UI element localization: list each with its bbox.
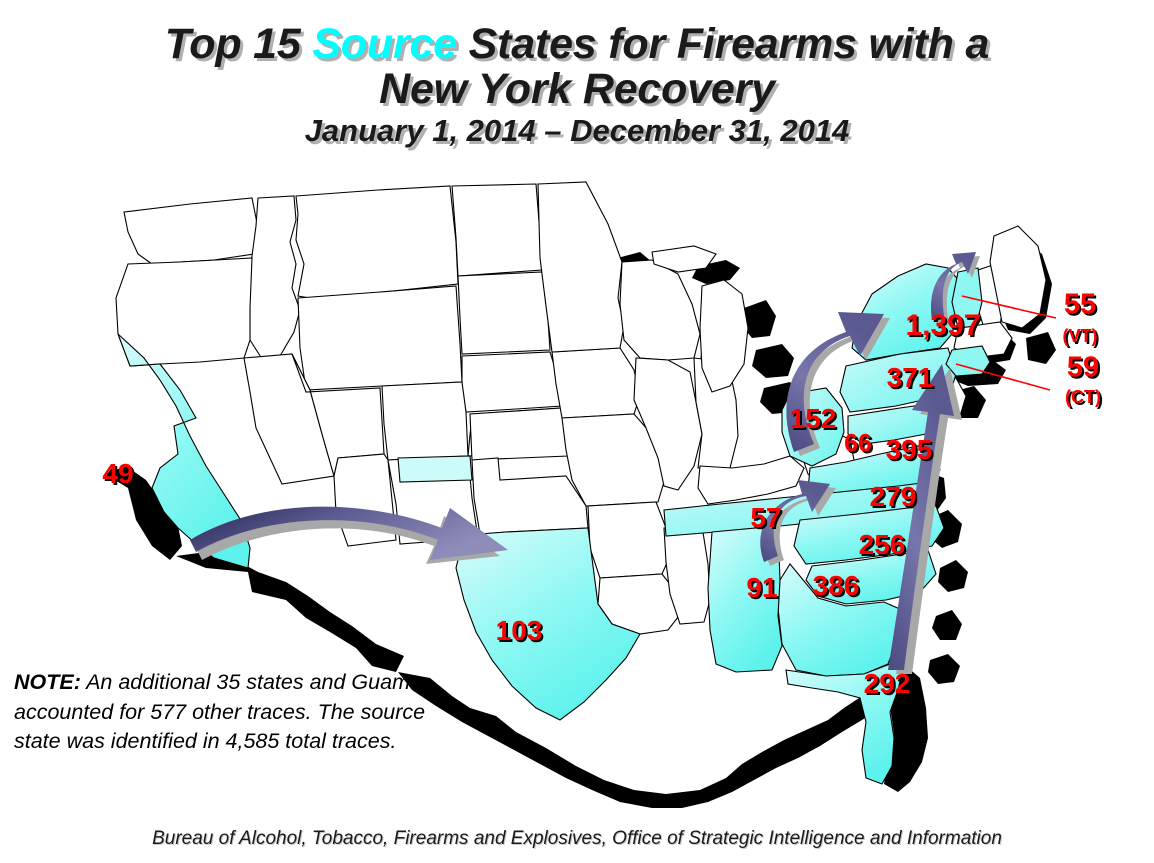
state-OR (115, 257, 253, 367)
state-WA (123, 197, 259, 265)
state-ME (989, 225, 1047, 329)
state-value-VA: 395 (885, 434, 933, 465)
state-value-SC: 256 (858, 529, 906, 560)
state-KS2 (469, 407, 569, 461)
state-TX[interactable] (455, 527, 641, 721)
state-value-VT: 55 (1063, 288, 1097, 321)
state-CT[interactable] (945, 345, 991, 377)
map-svg (105, 181, 1057, 808)
page-title-line1: Top 15 Source States for Firearms with a (0, 22, 1154, 67)
title-highlight-source: Source (312, 20, 457, 68)
note-block: NOTE: An additional 35 states and Guam a… (14, 668, 444, 757)
state-value-AL: 91 (746, 572, 778, 603)
tennessee-to-virginia-arrow (760, 480, 830, 562)
state-CO (381, 381, 469, 461)
west-to-east-arrow-shadow (196, 513, 500, 564)
southeast-to-northeast-arrow (888, 364, 954, 670)
title-text-before: Top 15 (164, 20, 313, 68)
state-NE (461, 351, 563, 413)
upstate-ny-arrow-shadow (935, 256, 980, 324)
callout-lines-layer (955, 295, 1057, 391)
state-value-NY: 1,397 (905, 309, 981, 342)
note-text: An additional 35 states and Guam account… (14, 670, 426, 754)
state-AR (587, 501, 671, 579)
state-IA (551, 347, 641, 419)
page-title-line2: New York Recovery (379, 64, 775, 113)
state-MI (699, 279, 749, 393)
ohio-to-newyork-arrow-shadow (792, 316, 890, 456)
state-MN (537, 181, 625, 353)
state-value-TN: 57 (750, 502, 782, 533)
callout-abbr-ct: (CT) (1065, 387, 1101, 407)
note-label: NOTE: (14, 670, 81, 694)
us-choropleth-map (0, 168, 1154, 808)
state-WI (619, 259, 701, 361)
title-block: Top 15 Source States for Firearms with a… (0, 22, 1154, 148)
state-FL[interactable] (785, 663, 903, 785)
callout-line-ct (955, 363, 1051, 391)
state-value-MD: 66 (844, 429, 872, 458)
non-source-states-layer (115, 181, 1047, 635)
state-value-PA: 371 (886, 362, 934, 393)
state-value-CA: 49 (102, 458, 134, 489)
source-states-layer (117, 263, 991, 785)
state-MS (663, 525, 711, 625)
upstate-ny-arrow (931, 252, 976, 320)
callout-line-vt (961, 295, 1057, 319)
callout-abbr-vt: (VT) (1062, 326, 1098, 346)
page-subtitle-daterange: January 1, 2014 – December 31, 2014 (304, 113, 850, 149)
west-to-east-arrow (190, 506, 508, 560)
state-value-GA: 386 (812, 570, 860, 601)
title-text-after: States for Firearms with a (456, 20, 990, 68)
flow-arrows-layer (190, 252, 980, 674)
state-OK-panhandle[interactable] (397, 455, 473, 483)
state-VT[interactable] (951, 267, 983, 329)
footer-attribution: Bureau of Alcohol, Tobacco, Firearms and… (152, 828, 1002, 849)
state-IL (633, 357, 703, 491)
state-value-NC: 279 (869, 481, 917, 512)
state-value-OH: 152 (789, 403, 837, 434)
state-value-CT: 59 (1066, 351, 1100, 384)
tennessee-to-virginia-arrow-shadow (766, 484, 836, 566)
state-value-FL: 292 (863, 668, 911, 699)
state-MI-UP (651, 245, 717, 273)
state-KY (697, 455, 805, 505)
state-ND (451, 183, 543, 277)
state-SD (457, 271, 551, 355)
state-OK (471, 457, 589, 535)
state-NC[interactable] (793, 505, 945, 565)
state-MO (561, 413, 665, 507)
ohio-to-newyork-arrow (786, 312, 884, 452)
state-value-TX: 103 (495, 615, 543, 646)
state-WY (297, 285, 463, 391)
state-MT (295, 185, 459, 299)
